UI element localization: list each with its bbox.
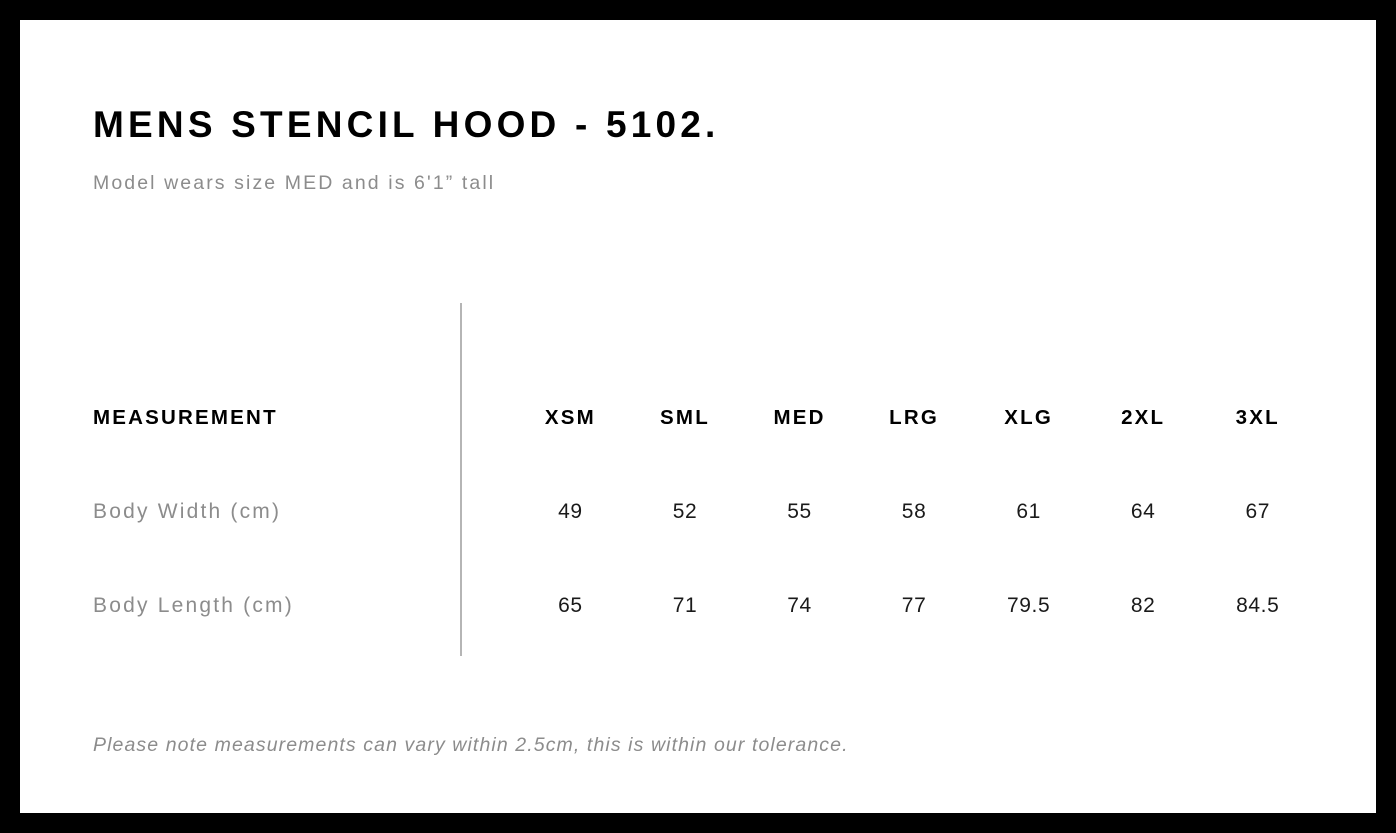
page-title: MENS STENCIL HOOD - 5102. [93,104,720,145]
spacer-cell [971,285,1086,371]
size-header-2xl: 2XL [1121,406,1166,429]
cell-body-length-3xl: 84.5 [1236,594,1280,617]
cell-body-width-xsm: 49 [558,500,583,523]
cell-body-width-lrg: 58 [901,500,927,523]
size-table-body: Body Width (cm) 49 52 55 58 61 64 67 Bod… [93,465,1315,737]
page-subtitle: Model wears size MED and is 6'1” tall [93,171,496,194]
cell-body-width-xlg: 61 [1016,500,1041,523]
spacer-cell [93,285,513,371]
cell-body-length-med: 74 [787,594,812,617]
size-table-head: MEASUREMENT XSM SML MED LRG XLG 2XL 3XL [93,285,1315,465]
spacer-cell [93,653,513,737]
spacer-cell [513,653,628,737]
spacer-cell [628,285,743,371]
cell-body-width-med: 55 [787,500,812,523]
row-label-body-width: Body Width (cm) [93,500,282,523]
spacer-cell [1086,285,1201,371]
size-table-container: MEASUREMENT XSM SML MED LRG XLG 2XL 3XL … [93,285,1323,737]
spacer-cell [513,285,628,371]
size-header-lrg: LRG [889,406,940,429]
header-row: MEASUREMENT XSM SML MED LRG XLG 2XL 3XL [93,371,1315,465]
cell-body-width-2xl: 64 [1130,500,1156,523]
size-header-sml: SML [660,406,710,429]
spacer-cell [1200,285,1315,371]
cell-body-length-xlg: 79.5 [1006,594,1051,617]
spacer-cell [742,285,857,371]
row-label-body-length: Body Length (cm) [93,594,294,617]
cell-body-width-sml: 52 [672,500,698,523]
cell-body-width-3xl: 67 [1245,500,1270,523]
column-divider [460,303,462,656]
cell-body-length-sml: 71 [672,594,698,617]
sheet-inner: MENS STENCIL HOOD - 5102. Model wears si… [20,20,1376,813]
page-header: MENS STENCIL HOOD - 5102. Model wears si… [93,104,1293,195]
measurement-column-header: MEASUREMENT [93,406,278,429]
spacer-cell [971,653,1086,737]
tolerance-note: Please note measurements can vary within… [93,734,849,756]
size-header-med: MED [773,406,826,429]
size-header-xlg: XLG [1004,406,1053,429]
spacer-cell [857,653,972,737]
table-top-spacer [93,285,1315,371]
cell-body-length-xsm: 65 [558,594,583,617]
table-row: Body Width (cm) 49 52 55 58 61 64 67 [93,465,1315,559]
size-table: MEASUREMENT XSM SML MED LRG XLG 2XL 3XL … [93,285,1315,737]
cell-body-length-2xl: 82 [1130,594,1156,617]
spacer-cell [628,653,743,737]
spacer-cell [857,285,972,371]
size-header-xsm: XSM [544,406,596,429]
table-row: Body Length (cm) 65 71 74 77 79.5 82 84.… [93,559,1315,653]
spacer-cell [1086,653,1201,737]
cell-body-length-lrg: 77 [901,594,927,617]
spacer-cell [742,653,857,737]
table-bottom-spacer [93,653,1315,737]
size-header-3xl: 3XL [1235,406,1280,429]
spacer-cell [1200,653,1315,737]
